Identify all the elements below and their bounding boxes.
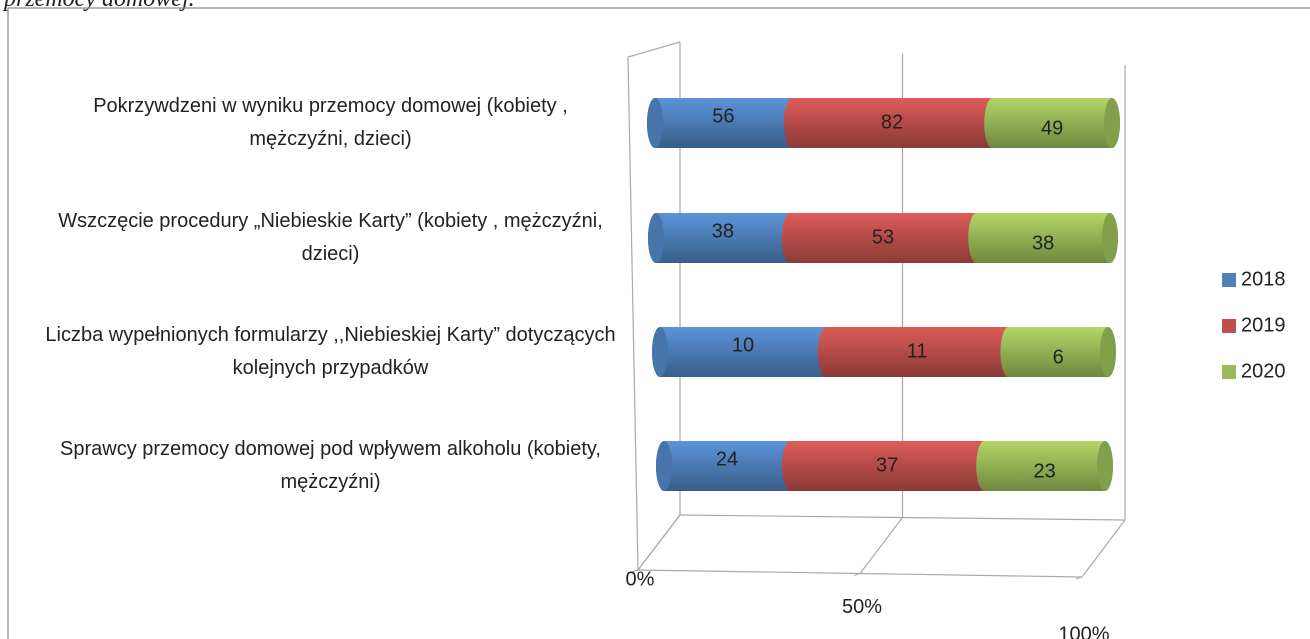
value-label: 38 (1032, 232, 1054, 254)
bar-cap (652, 327, 668, 377)
bar-segment (817, 327, 1017, 377)
category-label: Sprawcy przemocy domowej pod wpływem alk… (60, 438, 601, 493)
grid-line (859, 517, 903, 574)
tick-mark (631, 569, 639, 573)
bar-cap (656, 441, 672, 491)
grid-line (1081, 519, 1126, 578)
x-tick-label: 100% (1058, 623, 1109, 639)
value-label: 82 (881, 111, 903, 133)
x-tick-label: 0% (626, 568, 655, 590)
tick-mark (853, 573, 861, 576)
x-tick-label: 50% (842, 596, 882, 618)
bar-segment (783, 98, 1001, 148)
category-label: Pokrzywdzeni w wyniku przemocy domowej (… (93, 95, 568, 150)
category-label: Wszczęcie procedury „Niebieskie Karty” (… (58, 210, 603, 265)
bar-segment (782, 441, 993, 491)
grid-line (637, 514, 681, 571)
bar-cap (648, 213, 664, 263)
value-label: 24 (716, 448, 738, 470)
bar-segment (781, 212, 985, 263)
legend-label: 2019 (1241, 314, 1286, 336)
value-label: 38 (712, 220, 734, 242)
value-label: 37 (876, 454, 898, 476)
bar-segment (648, 212, 798, 263)
bar-cap (1097, 441, 1113, 491)
bar-cap (1100, 327, 1116, 377)
category-label: Liczba wypełnionych formularzy ,,Niebies… (45, 324, 616, 379)
bar-cap (1104, 98, 1120, 148)
bar-segment (968, 213, 1118, 263)
caption: przemocy domowej. (4, 0, 195, 13)
legend-swatch (1222, 273, 1236, 287)
bar-segment (647, 98, 800, 148)
legend-swatch (1222, 319, 1236, 333)
bar-cap (647, 98, 663, 148)
value-label: 10 (732, 334, 754, 356)
bar-segment (984, 98, 1120, 148)
chart-border (7, 7, 1310, 639)
value-label: 11 (907, 340, 928, 362)
value-label: 56 (712, 105, 734, 127)
bar-segment (976, 441, 1113, 491)
value-label: 53 (872, 226, 894, 248)
value-label: 23 (1034, 460, 1056, 482)
bar-segment (1000, 327, 1116, 377)
value-label: 49 (1041, 117, 1063, 139)
legend-label: 2020 (1241, 360, 1286, 382)
bar-segment (656, 441, 798, 491)
bar-cap (1102, 213, 1118, 263)
legend-swatch (1222, 365, 1236, 379)
bar-segment (652, 327, 834, 377)
tick-mark (1075, 576, 1083, 580)
legend-label: 2018 (1241, 268, 1286, 290)
value-label: 6 (1053, 346, 1064, 368)
